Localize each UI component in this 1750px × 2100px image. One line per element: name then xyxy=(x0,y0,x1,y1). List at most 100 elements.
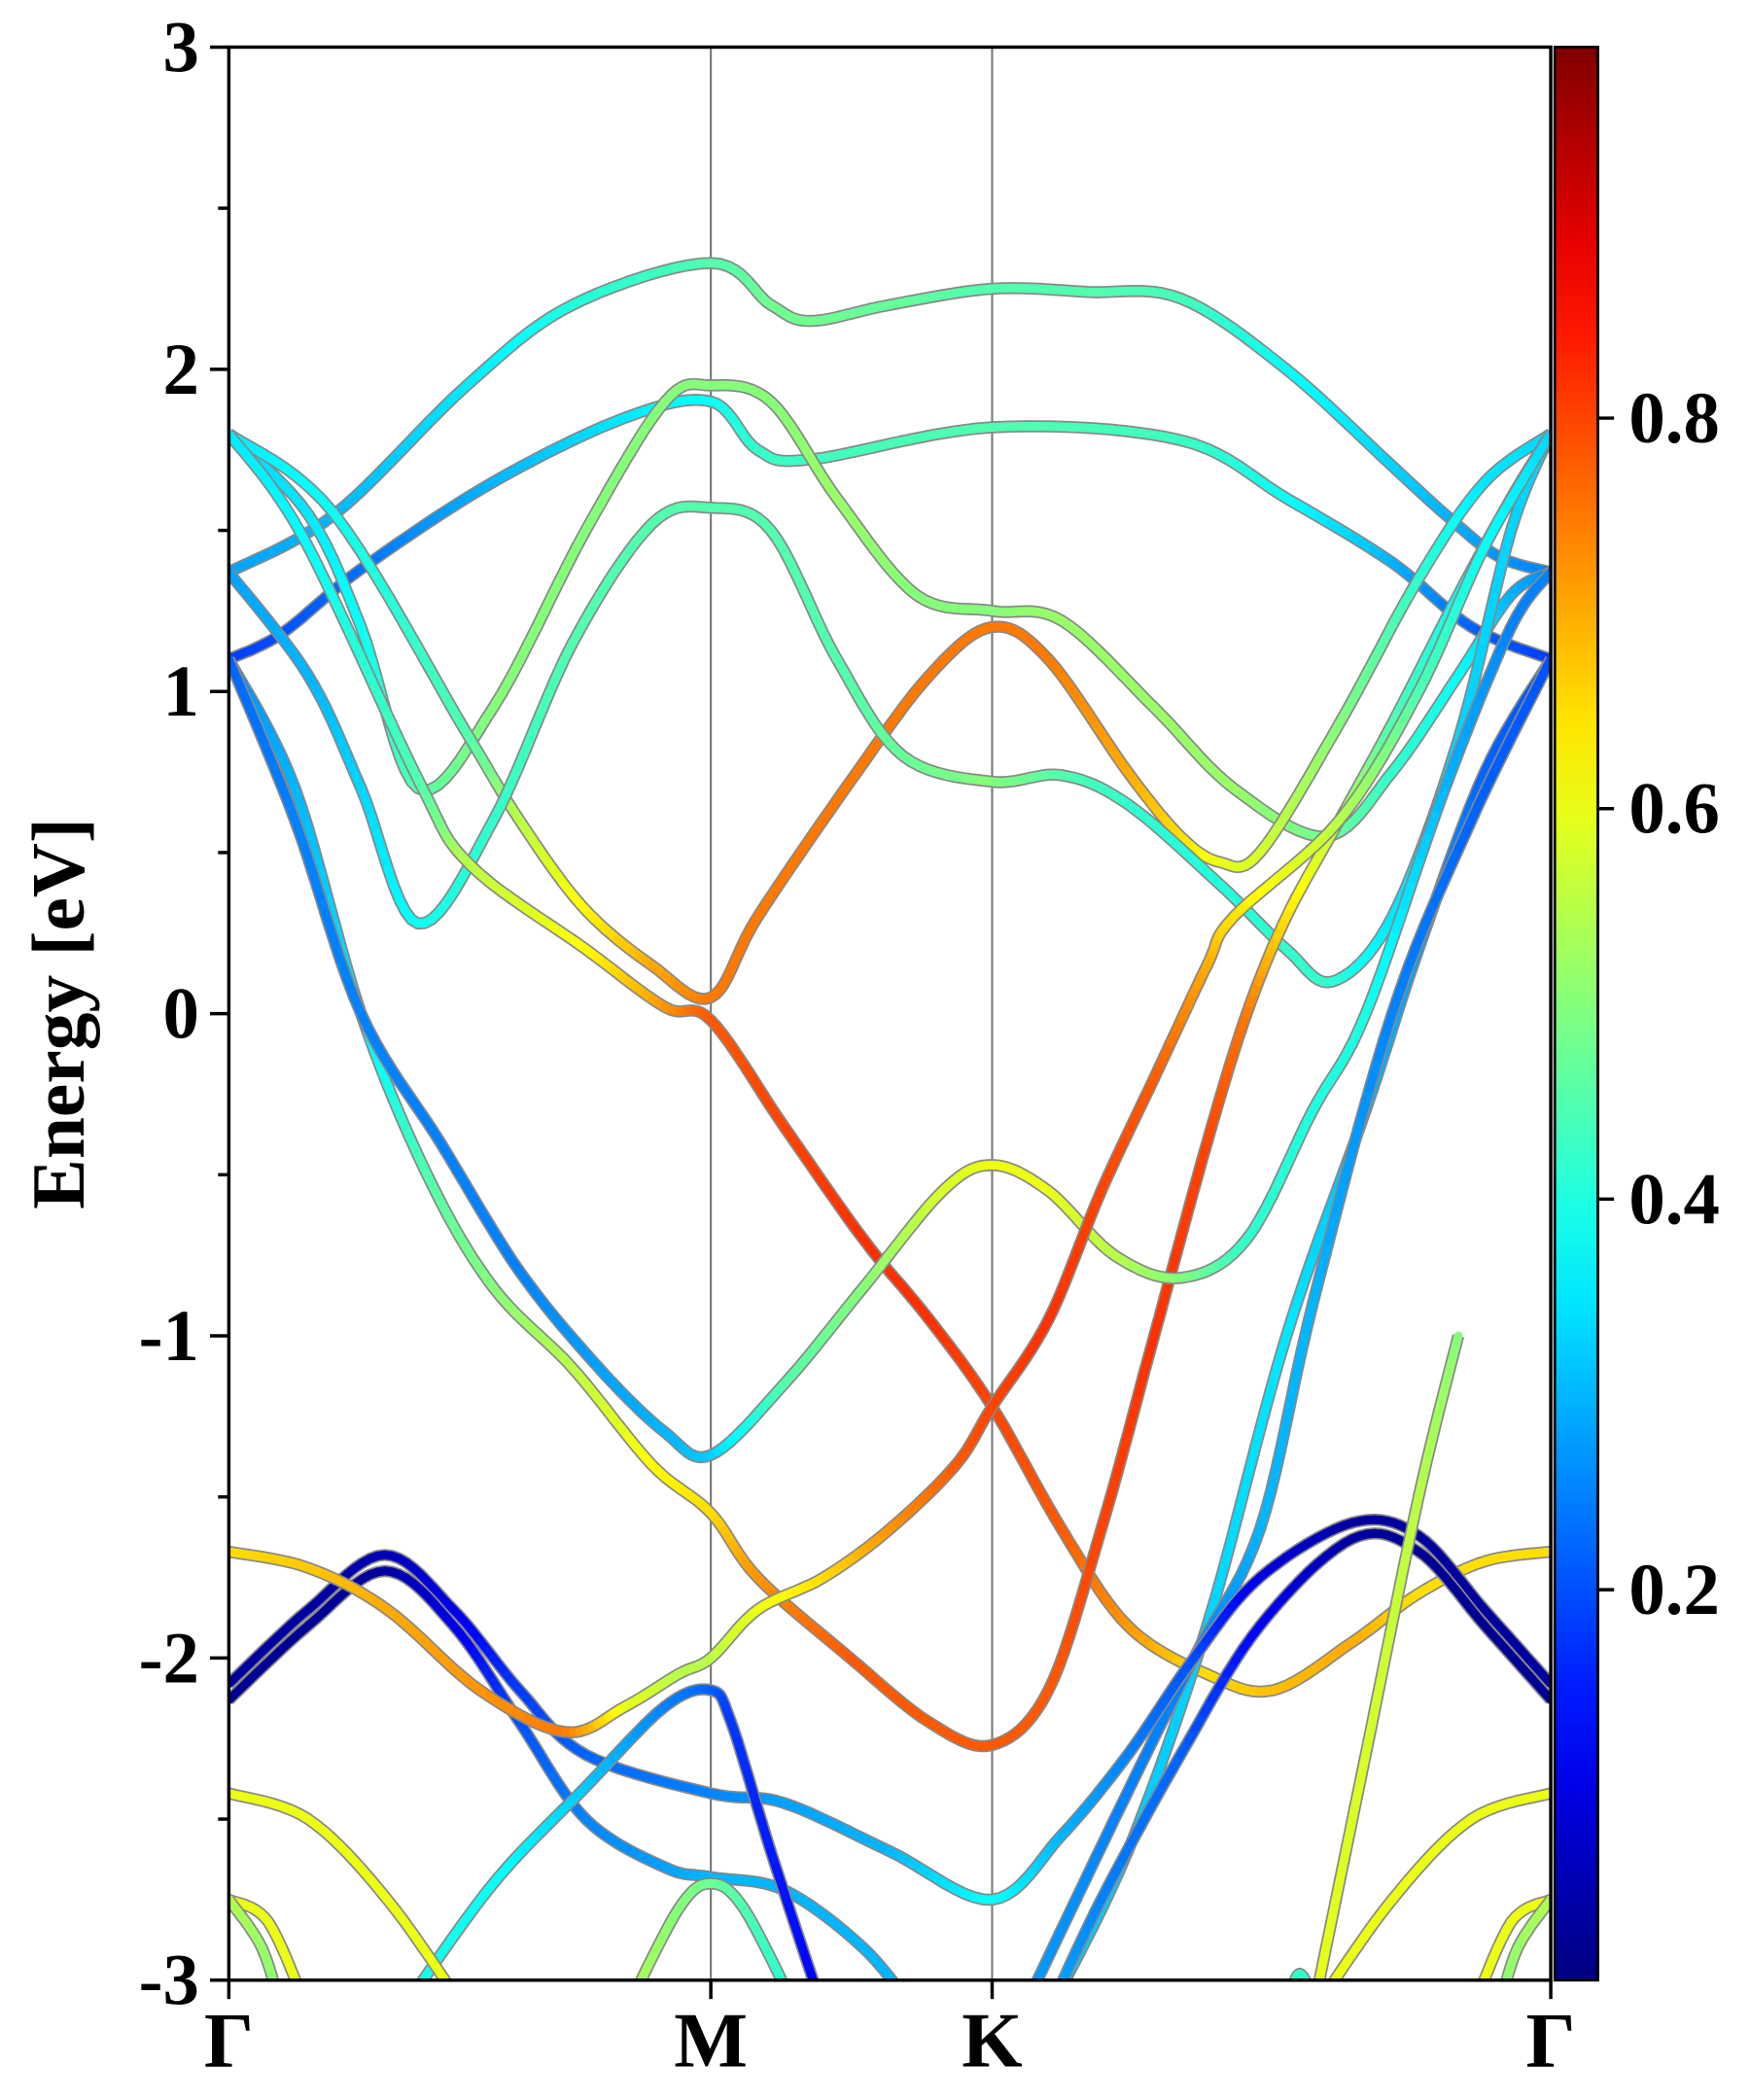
band-segment xyxy=(1302,1299,1317,1334)
band-segment xyxy=(774,1970,787,1980)
band-segment xyxy=(1286,2010,1287,2012)
band-segment xyxy=(369,569,395,603)
band-segment xyxy=(413,644,437,678)
band-segment xyxy=(1361,1724,1376,1760)
band-segment xyxy=(785,1986,789,1997)
band-segment xyxy=(1258,1385,1276,1425)
band-segment xyxy=(1349,1777,1365,1815)
band-segment xyxy=(900,1991,905,1998)
band-segment xyxy=(1502,1990,1504,1997)
band-segment xyxy=(1249,1416,1268,1455)
x-tick-label: Γ xyxy=(204,1997,254,2083)
band-segment xyxy=(1242,1446,1259,1486)
band-segment xyxy=(1355,1750,1371,1787)
band-segment xyxy=(625,2006,628,2012)
band-segment xyxy=(1314,2001,1316,2006)
band-segment xyxy=(1388,1589,1403,1625)
band-segment xyxy=(299,1990,303,1999)
colorbar-tick-label: 0.6 xyxy=(1628,769,1719,850)
x-tick-label: K xyxy=(962,1997,1022,2083)
band-segment xyxy=(385,593,409,628)
band-16 xyxy=(228,1787,456,1997)
colorbar-tick-label: 0.2 xyxy=(1628,1550,1719,1630)
band-segment xyxy=(905,1998,909,2004)
band-segment xyxy=(302,1999,305,2007)
band-segment xyxy=(401,2005,406,2012)
band-segment xyxy=(276,1990,278,1997)
band-11 xyxy=(228,1513,1552,1907)
band-segment xyxy=(427,668,450,701)
band-segment xyxy=(1344,1805,1359,1845)
band-segment xyxy=(1371,1034,1389,1071)
band-segment xyxy=(358,655,380,693)
band-segment xyxy=(1366,1697,1382,1733)
band-24 xyxy=(1312,1331,1464,1980)
band-segment xyxy=(1053,1991,1059,2003)
band-segment xyxy=(1452,1331,1463,1349)
band-segment xyxy=(1234,1476,1251,1517)
band-segment xyxy=(1354,1091,1373,1131)
y-tick-label: 0 xyxy=(163,974,199,1055)
band-segment xyxy=(1318,2010,1319,2012)
colorbar-tick-label: 0.4 xyxy=(1628,1159,1719,1240)
band-segment xyxy=(1218,1537,1236,1576)
band-segment xyxy=(281,2009,282,2012)
band-segment xyxy=(1338,1152,1355,1193)
band-segment xyxy=(1500,1997,1502,2003)
x-tick-label: M xyxy=(674,1997,748,2083)
band-segment xyxy=(1308,1985,1310,1990)
band-segment xyxy=(1382,1615,1398,1652)
band-segment xyxy=(1022,2001,1028,2012)
band-segment xyxy=(370,683,393,720)
band-segment xyxy=(1372,1669,1386,1706)
band-segment xyxy=(1331,1866,1347,1905)
band-segment xyxy=(1314,1243,1332,1281)
band-segment xyxy=(1289,1996,1290,2001)
band-segment xyxy=(821,2003,823,2012)
band-segment xyxy=(270,1978,277,1980)
band-segment xyxy=(913,2009,916,2012)
colorbar-tick-label: 0.8 xyxy=(1628,378,1719,459)
y-tick-label: -1 xyxy=(139,1296,199,1377)
band-segment xyxy=(1498,2009,1499,2012)
band-22 xyxy=(625,1877,793,2012)
y-tick-label: 2 xyxy=(163,330,199,410)
band-segment xyxy=(1032,1963,1048,1980)
y-axis-title: Energy [eV] xyxy=(17,818,100,1209)
band-segment xyxy=(633,1986,638,1997)
band-segment xyxy=(400,618,423,653)
colorbar xyxy=(1553,46,1599,1982)
band-segment xyxy=(909,2004,913,2009)
bands xyxy=(228,257,1552,2012)
band-14 xyxy=(228,429,1552,1739)
band-segment xyxy=(1288,2001,1289,2006)
band-segment xyxy=(1311,1991,1312,1997)
band-15 xyxy=(401,1683,823,2012)
x-tick-label: Γ xyxy=(1526,1997,1576,2083)
band-segment xyxy=(1316,2006,1318,2010)
band-segment xyxy=(449,1986,456,1997)
band-segment xyxy=(1274,1331,1291,1368)
band-17 xyxy=(1323,1787,1552,1997)
band-segment xyxy=(1323,1986,1330,1997)
band-segment xyxy=(1477,1990,1481,1999)
band-segment xyxy=(1472,2007,1474,2012)
band-segment xyxy=(789,1997,793,2006)
band-segment xyxy=(1266,1358,1283,1395)
band-segment xyxy=(1290,1991,1291,1997)
band-segment xyxy=(892,1979,897,1980)
y-tick-label: 1 xyxy=(163,651,199,732)
band-segment xyxy=(1210,1566,1228,1604)
band-segment xyxy=(1308,1272,1324,1309)
band-13 xyxy=(1056,1526,1552,1980)
band-segment xyxy=(1377,1642,1392,1679)
band-10 xyxy=(1022,654,1552,2012)
colorbar-axis: 0.2 0.4 0.6 0.8 xyxy=(1597,378,1720,1630)
y-tick-label: -3 xyxy=(139,1941,199,2021)
band-8 xyxy=(228,568,1552,1464)
band-segment xyxy=(1281,1306,1299,1341)
band-segment xyxy=(807,1970,819,1980)
band-segment xyxy=(1346,1121,1364,1162)
band-segment xyxy=(1400,875,1418,910)
